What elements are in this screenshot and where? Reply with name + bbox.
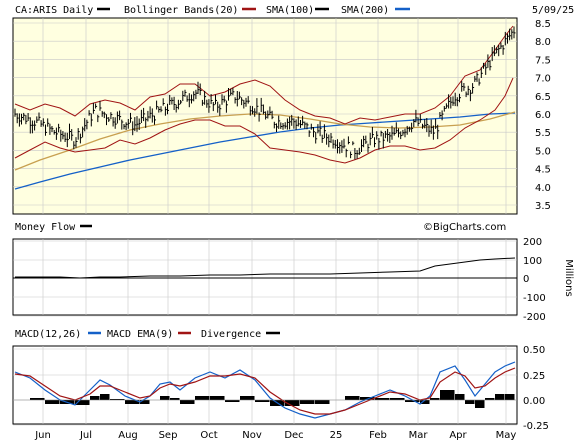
price-y-axis: 8.5 8.0 7.5 7.0 6.5 6.0 5.5 5.0 4.5 4.0 3.5 <box>535 19 551 212</box>
x-tick: Feb <box>369 430 387 441</box>
legend-sma200: SMA(200) <box>341 5 389 16</box>
sma200-line <box>14 112 516 190</box>
money-flow-ylabel: Millions <box>563 259 574 296</box>
divergence-bar <box>90 396 100 400</box>
x-axis: Jun Jul Aug Sep Oct Nov Dec 25 Feb Mar Apr May <box>34 430 516 441</box>
money-flow-panel <box>12 238 518 316</box>
divergence-bar <box>485 398 495 400</box>
divergence-bar <box>160 396 170 400</box>
divergence-bar <box>440 390 455 400</box>
macd-ema-label: MACD EMA(9) <box>107 329 173 340</box>
divergence-bar <box>505 394 515 400</box>
money-flow-y-tick: -100 <box>523 293 546 304</box>
divergence-bar <box>195 396 210 400</box>
divergence-bar <box>430 398 440 400</box>
divergence-bar <box>125 400 140 404</box>
price-y-tick: 5.5 <box>535 128 551 139</box>
divergence-bar <box>75 400 90 405</box>
divergence-bar <box>255 400 270 402</box>
price-grid <box>13 18 517 214</box>
x-tick: Jun <box>34 430 51 441</box>
divergence-bar <box>475 400 485 408</box>
x-tick: 25 <box>330 430 343 441</box>
price-panel <box>12 17 518 215</box>
divergence-bar <box>455 394 465 400</box>
divergence-bar <box>375 398 390 400</box>
divergence-bar <box>390 398 405 400</box>
macd-y-tick: 0.00 <box>523 396 545 407</box>
money-flow-y-tick: -200 <box>523 312 546 323</box>
money-flow-line <box>15 257 516 279</box>
price-y-tick: 4.5 <box>535 165 551 176</box>
divergence-bar <box>495 394 505 400</box>
money-flow-y-tick: 200 <box>523 237 542 248</box>
x-tick: Nov <box>242 430 262 441</box>
macd-ema-line <box>14 367 516 415</box>
divergence-bar <box>240 396 255 400</box>
money-flow-y-tick: 100 <box>523 256 542 267</box>
divergence-bar <box>180 400 195 404</box>
divergence-label: Divergence <box>201 329 261 340</box>
x-tick: Dec <box>284 430 303 441</box>
price-y-tick: 8.0 <box>535 37 551 48</box>
price-y-tick: 8.5 <box>535 19 551 30</box>
divergence-bar <box>225 400 240 402</box>
divergence-bar <box>405 400 420 402</box>
macd-panel <box>12 345 518 425</box>
money-flow-title: Money Flow <box>15 222 76 233</box>
price-bars <box>14 26 516 160</box>
divergence-bar <box>210 396 225 400</box>
divergence-bar <box>315 400 330 404</box>
money-flow-y-tick: 0 <box>523 274 529 285</box>
x-tick: May <box>496 430 517 441</box>
divergence-bar <box>285 400 300 406</box>
price-date: 5/09/25 <box>532 5 574 16</box>
legend-sma100: SMA(100) <box>266 5 314 16</box>
divergence-bar <box>45 400 60 404</box>
price-y-tick: 4.0 <box>535 183 551 194</box>
price-y-tick: 6.5 <box>535 92 551 103</box>
price-y-tick: 6.0 <box>535 110 551 121</box>
divergence-bar <box>170 398 180 400</box>
price-y-tick: 5.0 <box>535 146 551 157</box>
divergence-histogram <box>30 390 515 408</box>
divergence-bar <box>30 398 45 400</box>
price-y-tick: 7.0 <box>535 74 551 85</box>
divergence-bar <box>465 400 475 404</box>
sma100-line <box>14 111 516 171</box>
x-tick: Sep <box>159 430 178 441</box>
money-flow-y-axis: 200 100 0 -100 -200 <box>523 237 546 323</box>
legend-bollinger: Bollinger Bands(20) <box>124 5 238 16</box>
divergence-bar <box>140 400 150 404</box>
price-title: CA:ARIS Daily <box>15 5 93 16</box>
x-tick: Oct <box>200 430 217 441</box>
price-y-tick: 3.5 <box>535 201 551 212</box>
divergence-bar <box>110 399 125 400</box>
divergence-bar <box>345 396 360 400</box>
watermark: ©BigCharts.com <box>423 222 506 233</box>
divergence-bar <box>420 400 430 404</box>
x-tick: Mar <box>409 430 429 441</box>
x-tick: Apr <box>449 430 467 441</box>
price-y-tick: 7.5 <box>535 55 551 66</box>
macd-y-tick: -0.25 <box>523 421 549 432</box>
divergence-bar <box>300 400 315 404</box>
macd-title: MACD(12,26) <box>15 329 81 340</box>
x-tick: Aug <box>118 430 138 441</box>
x-tick: Jul <box>79 430 92 441</box>
bollinger-lower <box>14 77 514 164</box>
macd-y-axis: 0.50 0.25 0.00 -0.25 <box>523 345 549 432</box>
macd-y-tick: 0.50 <box>523 345 545 356</box>
macd-line <box>14 361 516 419</box>
macd-y-tick: 0.25 <box>523 371 545 382</box>
divergence-bar <box>100 394 110 400</box>
